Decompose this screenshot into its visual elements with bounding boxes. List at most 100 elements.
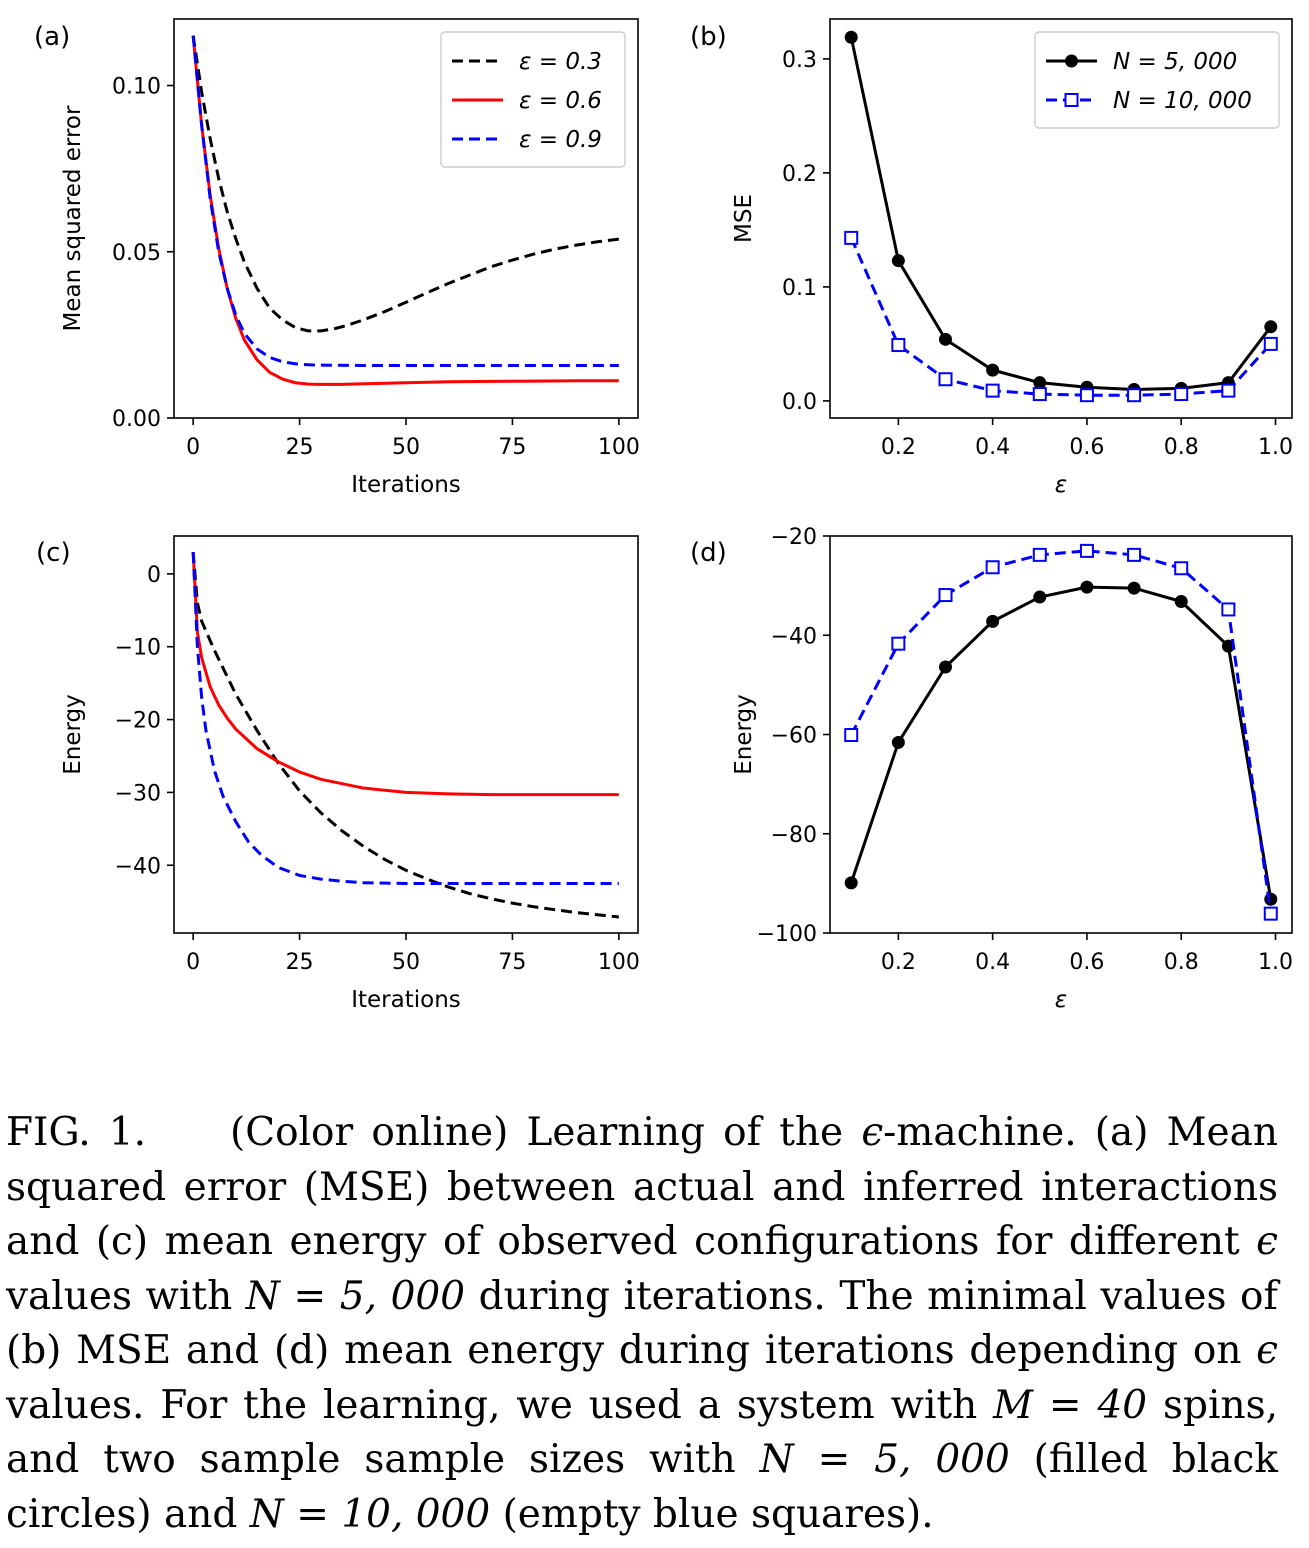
y-axis-label: Mean squared error bbox=[60, 105, 86, 331]
caption-epsilon-3: ϵ bbox=[1256, 1328, 1278, 1373]
caption-text-6: spins, and two sample sample sizes with bbox=[6, 1382, 1278, 1483]
axes-frame bbox=[173, 535, 639, 934]
data-point bbox=[1033, 590, 1047, 604]
plot-area bbox=[191, 551, 619, 919]
x-tick-label: 100 bbox=[598, 950, 640, 975]
y-tick-label: −40 bbox=[115, 854, 161, 879]
x-tick-label: 50 bbox=[392, 435, 420, 460]
legend-label: ε = 0.6 bbox=[519, 88, 602, 114]
series-line bbox=[849, 237, 1272, 397]
x-tick-label: 1.0 bbox=[1258, 435, 1293, 460]
legend-label: ε = 0.3 bbox=[519, 49, 602, 75]
y-tick-label: 0.1 bbox=[782, 276, 817, 301]
legend-label: ε = 0.9 bbox=[519, 127, 602, 153]
axes-frame bbox=[829, 535, 1293, 934]
x-tick-label: 0.2 bbox=[881, 950, 916, 975]
x-tick-label: 75 bbox=[498, 435, 526, 460]
data-point bbox=[891, 735, 905, 749]
y-tick-label: −100 bbox=[757, 922, 817, 947]
data-point bbox=[1032, 387, 1047, 402]
data-point bbox=[1032, 547, 1047, 562]
data-point bbox=[938, 588, 953, 603]
y-tick-label: −60 bbox=[771, 724, 817, 749]
plot-area bbox=[191, 35, 620, 386]
data-point bbox=[938, 372, 953, 387]
data-point bbox=[1127, 547, 1142, 562]
y-tick-label: 0.2 bbox=[782, 162, 817, 187]
caption-text-3: values with bbox=[6, 1273, 246, 1319]
data-point bbox=[844, 876, 858, 890]
y-tick-label: 0.3 bbox=[782, 48, 817, 73]
caption-text-8: (empty blue squares). bbox=[490, 1491, 934, 1537]
caption-text-1: (Color online) Learning of the bbox=[230, 1110, 862, 1155]
data-point bbox=[1127, 581, 1141, 595]
data-point bbox=[1174, 561, 1189, 576]
data-point bbox=[1033, 376, 1047, 390]
data-point bbox=[891, 338, 906, 353]
data-point bbox=[985, 560, 1000, 575]
x-axis-label: ε bbox=[1055, 987, 1067, 1013]
data-point bbox=[891, 636, 906, 651]
legend-marker bbox=[1065, 54, 1078, 68]
data-point bbox=[844, 727, 859, 742]
data-point bbox=[1174, 387, 1189, 402]
x-axis-label: ε bbox=[1055, 472, 1067, 498]
y-tick-label: 0.05 bbox=[112, 241, 161, 266]
caption-m-40: M = 40 bbox=[993, 1382, 1148, 1428]
caption-n-5000-second: N = 5, 000 bbox=[759, 1437, 1010, 1482]
x-tick-label: 0.8 bbox=[1164, 950, 1199, 975]
legend-label: N = 10, 000 bbox=[1113, 88, 1252, 114]
caption-n-5000: N = 5, 000 bbox=[245, 1273, 466, 1319]
caption-n-10000: N = 10, 000 bbox=[249, 1491, 491, 1537]
panel-b: (b) 0.2 0.4 0.6 0.8 1.0 0.0 0.1 0.2 0.3 ε MSE N = 5,… bbox=[690, 18, 1293, 498]
series-line bbox=[849, 549, 1273, 914]
caption-epsilon-1: ϵ bbox=[861, 1110, 884, 1155]
data-point bbox=[891, 254, 905, 268]
panel-label: (c) bbox=[36, 538, 71, 568]
legend-box bbox=[440, 31, 626, 168]
series-line bbox=[191, 35, 619, 367]
panel-label: (d) bbox=[690, 538, 727, 568]
legend: ε = 0.3 ε = 0.6 ε = 0.9 bbox=[440, 31, 626, 168]
data-point bbox=[985, 383, 1000, 398]
data-point bbox=[1264, 892, 1278, 906]
data-point bbox=[1079, 388, 1094, 403]
axes-frame bbox=[173, 18, 639, 419]
x-tick-label: 0.6 bbox=[1069, 950, 1104, 975]
panel-a: (a) 0 25 50 75 100 0.00 0.05 0.10 Iterations Mean … bbox=[34, 18, 640, 498]
x-tick-label: 25 bbox=[286, 435, 314, 460]
data-point bbox=[1174, 595, 1188, 609]
x-axis-label: Iterations bbox=[351, 987, 461, 1013]
data-point bbox=[986, 614, 1000, 628]
x-tick-label: 0.2 bbox=[881, 435, 916, 460]
caption-text-5: values. For the learning, we used a syst… bbox=[6, 1382, 994, 1428]
x-tick-label: 25 bbox=[286, 950, 314, 975]
legend-box bbox=[1034, 31, 1280, 129]
figure-1: (a)0 25 50 75 1000.000.050.10IterationsMean … bbox=[34, 18, 1293, 1013]
panel-d: (d) 0.2 0.4 0.6 0.8 1.0 −20 −40 −60 −80 −100 ε Energ… bbox=[690, 525, 1293, 1013]
y-axis-label: Energy bbox=[731, 694, 757, 775]
series-line bbox=[191, 551, 619, 797]
y-tick-label: 0.0 bbox=[782, 390, 817, 415]
data-point bbox=[844, 230, 859, 245]
axes-frame bbox=[829, 18, 1293, 419]
y-tick-label: −30 bbox=[115, 781, 161, 806]
legend-marker bbox=[1064, 93, 1079, 107]
y-axis-label: MSE bbox=[731, 194, 757, 243]
x-tick-label: 100 bbox=[598, 435, 640, 460]
panel-c: (c) 0 25 50 75 100 0 −10 −20 −30 −40 Iterations Ener… bbox=[36, 535, 640, 1013]
x-tick-label: 0.6 bbox=[1069, 435, 1104, 460]
x-tick-label: 75 bbox=[498, 950, 526, 975]
legend: N = 5, 000 N = 10, 000 bbox=[1034, 31, 1280, 129]
caption-text-4: during iterations. The minimal values of… bbox=[6, 1273, 1278, 1374]
x-tick-label: 0 bbox=[186, 950, 200, 975]
data-point bbox=[939, 332, 952, 346]
data-point bbox=[1127, 388, 1142, 403]
caption-text-7: (filled black circles) and bbox=[6, 1437, 1278, 1537]
data-point bbox=[1264, 320, 1278, 334]
data-point bbox=[1080, 580, 1094, 594]
series-line bbox=[849, 585, 1273, 900]
y-tick-label: −40 bbox=[771, 624, 817, 649]
x-tick-label: 0.8 bbox=[1164, 435, 1199, 460]
y-tick-label: 0.10 bbox=[112, 75, 161, 100]
